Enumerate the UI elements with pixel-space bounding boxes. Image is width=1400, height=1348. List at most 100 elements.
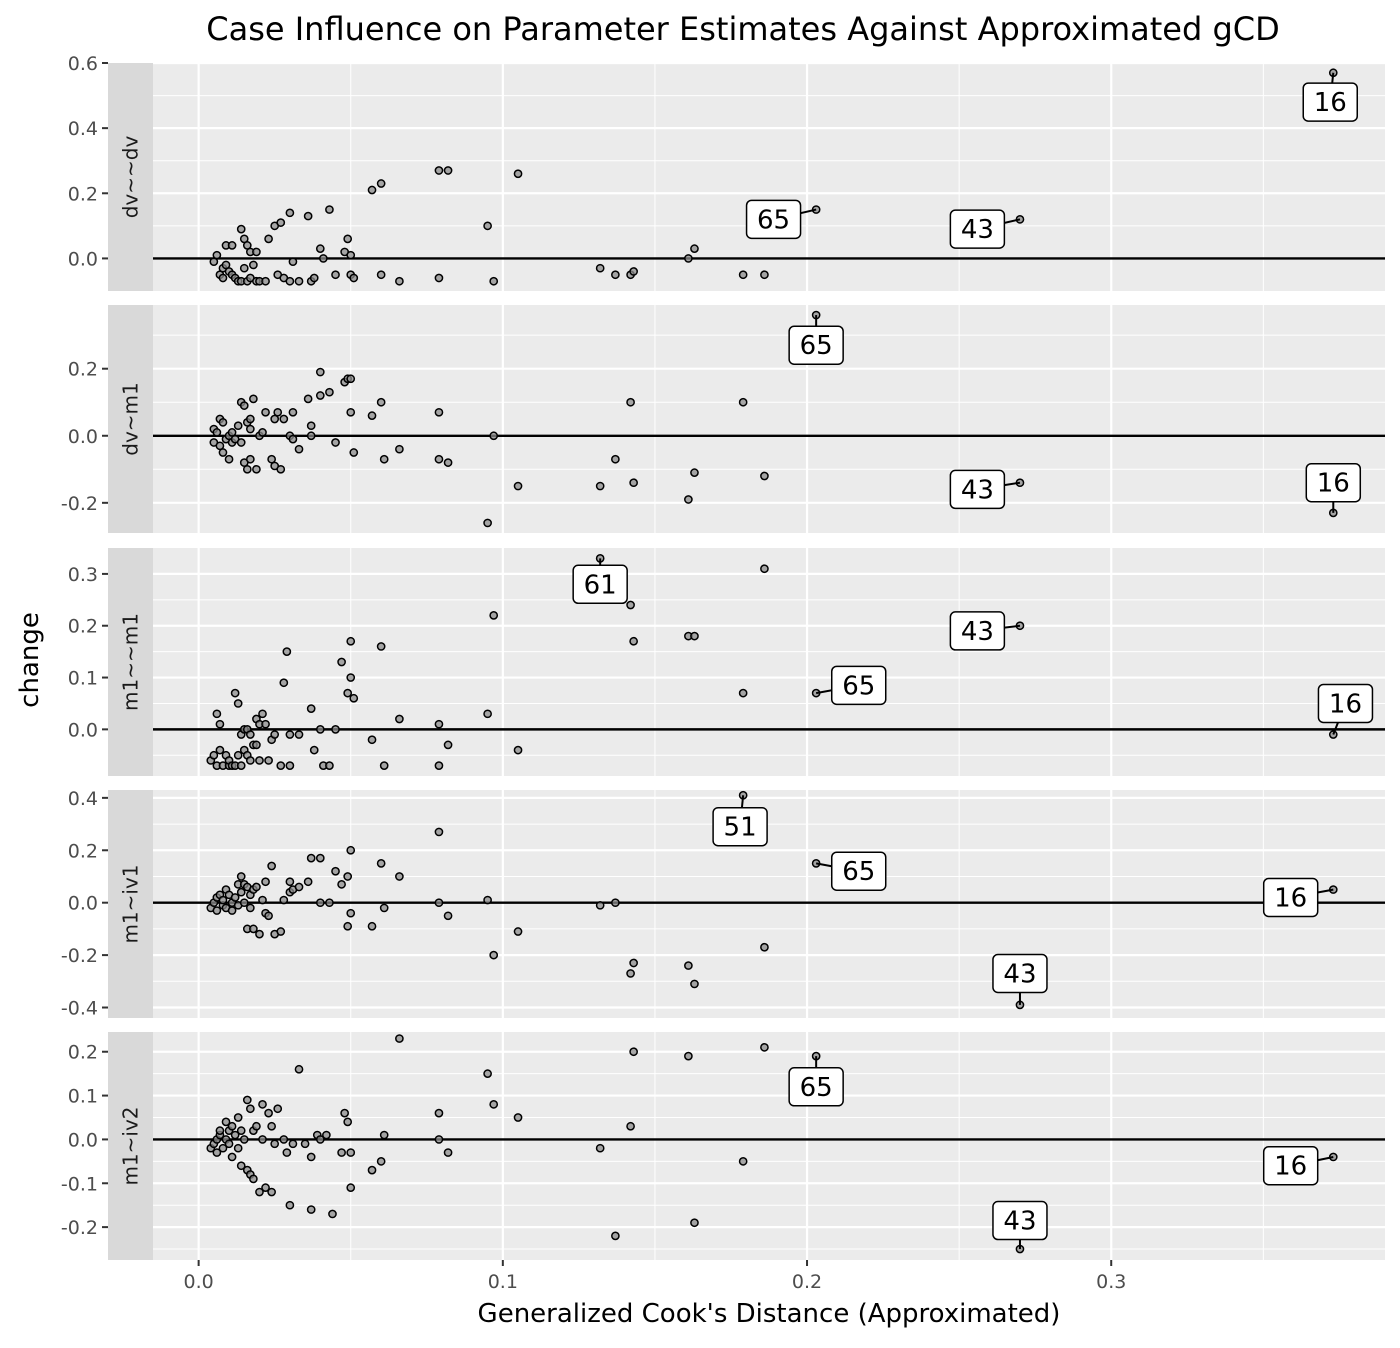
data-point <box>270 1139 280 1149</box>
point-label-box <box>1262 1145 1319 1186</box>
data-point <box>215 1126 225 1136</box>
y-tick-label: 0.1 <box>68 1086 98 1108</box>
point-label-box <box>949 469 1006 510</box>
data-point <box>315 725 325 734</box>
data-point <box>224 1139 234 1149</box>
data-point <box>395 444 404 454</box>
data-point <box>738 397 748 407</box>
data-point <box>760 1042 769 1052</box>
data-point <box>690 244 699 254</box>
y-tick-label: 0.0 <box>68 426 98 448</box>
data-point <box>626 600 635 610</box>
point-label: 16 <box>1314 88 1347 118</box>
facet-panel: 0.0 0.1 0.2 0.3 m1~~m1 61 43 65 16 <box>68 548 1385 776</box>
facet-strip-label: dv~m1 <box>119 382 143 456</box>
data-point <box>346 636 356 646</box>
data-point <box>255 756 264 765</box>
x-tick-label: 0.2 <box>792 1271 822 1293</box>
data-point <box>349 448 359 457</box>
data-point <box>434 827 444 837</box>
data-point <box>218 418 228 427</box>
point-label-box <box>830 665 887 706</box>
data-point <box>230 688 240 698</box>
y-tick-label: -0.2 <box>61 493 98 515</box>
data-point <box>489 431 499 441</box>
y-tick-label: 0.2 <box>68 1042 98 1064</box>
data-point <box>261 276 270 286</box>
data-point <box>239 263 249 273</box>
y-tick-label: 0.0 <box>68 248 98 270</box>
y-tick-label: 0.4 <box>68 118 98 140</box>
data-point <box>267 1121 276 1131</box>
data-point <box>227 1152 237 1162</box>
data-point <box>513 481 523 491</box>
data-point <box>690 1218 699 1228</box>
data-point <box>245 903 255 913</box>
data-point <box>343 872 353 881</box>
data-point <box>738 270 748 280</box>
data-point <box>684 254 693 263</box>
data-point <box>376 642 386 651</box>
data-point <box>230 1130 240 1140</box>
point-label: 65 <box>842 671 875 701</box>
data-point <box>224 454 234 464</box>
point-label-box <box>788 1067 844 1107</box>
data-point <box>629 478 638 488</box>
data-point <box>245 730 255 739</box>
data-point <box>255 1187 264 1197</box>
point-label: 43 <box>1003 959 1036 989</box>
data-point <box>367 411 377 420</box>
data-point <box>309 745 319 755</box>
data-point <box>252 464 261 474</box>
data-point <box>690 468 699 477</box>
data-point <box>212 428 222 437</box>
data-point <box>595 263 605 273</box>
data-point <box>288 407 298 417</box>
data-point <box>288 1139 298 1149</box>
data-point <box>261 407 270 417</box>
y-tick-label: -0.2 <box>61 945 98 967</box>
data-point <box>346 1148 356 1157</box>
data-point <box>236 224 246 234</box>
data-point <box>215 745 225 755</box>
data-point <box>258 895 267 905</box>
data-point <box>684 961 693 970</box>
data-point <box>233 1143 243 1153</box>
data-point <box>276 218 286 227</box>
data-point <box>489 611 499 620</box>
data-point <box>252 1121 261 1131</box>
data-point <box>367 1165 377 1175</box>
data-point <box>315 391 325 400</box>
data-point <box>379 454 389 464</box>
facet-strip-label: m1~~m1 <box>119 613 143 711</box>
data-point <box>346 1183 356 1193</box>
facet-strip <box>108 63 153 291</box>
data-point <box>337 1148 346 1157</box>
data-point <box>285 208 295 218</box>
data-point <box>315 244 325 254</box>
data-point <box>513 1113 523 1122</box>
data-point <box>236 438 246 447</box>
point-label-box <box>992 953 1048 994</box>
facet-panels: 0.0 0.2 0.4 0.6 dv~~dv 16 65 43 -0.2 0.0 0.2 dv~m1 6… <box>61 53 1385 1293</box>
data-point <box>294 1064 304 1074</box>
data-point <box>611 898 620 908</box>
data-point <box>434 407 444 417</box>
data-point <box>236 887 246 897</box>
point-label: 16 <box>1274 883 1307 913</box>
data-point <box>315 853 325 863</box>
data-point <box>483 221 492 231</box>
point-label: 16 <box>1274 1152 1307 1182</box>
data-point <box>279 1135 289 1144</box>
data-point <box>288 434 298 444</box>
data-point <box>483 895 492 905</box>
data-point <box>443 911 453 921</box>
data-point <box>249 260 258 270</box>
data-point <box>690 979 699 989</box>
data-point <box>760 270 769 280</box>
data-point <box>376 1156 386 1166</box>
point-label-box <box>1317 683 1374 724</box>
y-tick-label: 0.0 <box>68 893 98 915</box>
panel-background <box>153 305 1385 533</box>
data-point <box>294 882 304 892</box>
